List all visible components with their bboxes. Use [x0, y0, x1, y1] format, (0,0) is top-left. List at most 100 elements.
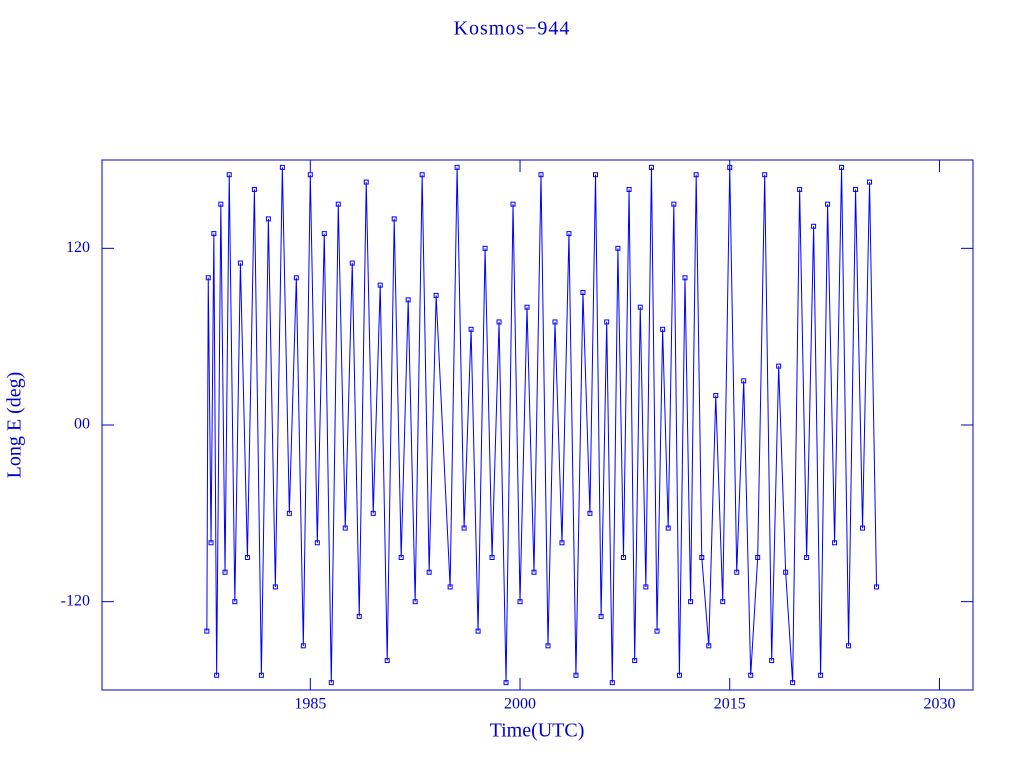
- data-point: [654, 628, 660, 634]
- x-tick-label: 2015: [714, 696, 746, 713]
- data-point: [517, 599, 523, 605]
- y-tick-label: -120: [61, 592, 90, 609]
- data-point: [398, 555, 404, 560]
- data-point: [604, 319, 610, 325]
- data-point: [251, 186, 257, 192]
- data-point: [377, 282, 383, 288]
- data-point: [300, 643, 306, 649]
- x-axis-label: Time(UTC): [490, 720, 585, 742]
- data-point: [762, 172, 768, 178]
- data-point: [524, 304, 530, 310]
- data-point: [776, 363, 782, 369]
- data-point: [832, 540, 838, 546]
- data-point: [626, 186, 632, 192]
- data-point: [531, 569, 537, 575]
- data-point: [214, 672, 220, 678]
- data-point: [538, 172, 544, 178]
- data-point: [412, 599, 418, 605]
- data-point: [545, 643, 551, 649]
- data-point: [204, 628, 210, 634]
- data-point: [676, 672, 682, 678]
- data-point: [643, 584, 649, 590]
- data-point: [566, 231, 572, 237]
- data-point: [265, 216, 271, 222]
- data-point: [593, 172, 599, 178]
- data-point: [475, 628, 481, 634]
- data-point: [321, 231, 327, 237]
- data-point: [426, 569, 432, 575]
- data-point: [587, 510, 593, 516]
- data-point: [496, 319, 502, 325]
- data-point: [734, 569, 740, 575]
- data-line: [206, 167, 878, 683]
- data-point: [510, 201, 516, 207]
- data-point: [693, 172, 699, 178]
- data-point: [405, 297, 411, 303]
- data-point: [706, 643, 712, 649]
- data-point: [279, 164, 285, 170]
- data-point: [688, 599, 694, 605]
- data-point: [218, 201, 224, 207]
- y-tick-label: 00: [74, 416, 90, 433]
- data-point: [419, 172, 425, 178]
- x-tick-label: 2000: [504, 696, 536, 713]
- data-point: [349, 260, 355, 266]
- data-point: [790, 680, 796, 686]
- data-point: [244, 555, 250, 560]
- data-point: [447, 584, 453, 590]
- data-point: [741, 378, 747, 384]
- data-point: [232, 599, 238, 605]
- data-point: [637, 304, 643, 310]
- data-point: [860, 525, 866, 531]
- data-point: [433, 292, 439, 298]
- data-point: [632, 658, 638, 664]
- data-point: [825, 201, 831, 207]
- y-axis-label: Long E (deg): [4, 372, 26, 479]
- y-tick-label: 120: [66, 239, 90, 256]
- data-point: [720, 599, 726, 605]
- data-point: [573, 672, 579, 678]
- data-point: [874, 584, 880, 590]
- data-point: [699, 555, 705, 560]
- data-point: [748, 672, 754, 678]
- data-point: [755, 555, 761, 560]
- data-point: [811, 223, 817, 229]
- data-point: [682, 275, 688, 281]
- data-point: [609, 680, 615, 686]
- data-point: [671, 201, 677, 207]
- data-point: [370, 510, 376, 516]
- data-point: [226, 172, 232, 178]
- data-point: [552, 319, 558, 325]
- data-point: [489, 555, 495, 560]
- data-point: [258, 672, 264, 678]
- data-point: [384, 658, 390, 664]
- data-point: [648, 164, 654, 170]
- data-point: [461, 525, 467, 531]
- data-point: [559, 540, 565, 546]
- x-tick-label: 2030: [923, 696, 955, 713]
- data-point: [804, 555, 810, 560]
- data-point: [818, 672, 824, 678]
- data-point: [503, 680, 509, 686]
- data-point: [713, 393, 719, 399]
- data-point: [205, 275, 211, 281]
- data-point: [615, 245, 621, 251]
- data-point: [314, 540, 320, 546]
- data-point: [839, 164, 845, 170]
- x-tick-label: 1985: [294, 696, 326, 713]
- data-point: [727, 164, 733, 170]
- plot-area: [204, 164, 880, 686]
- data-point: [356, 613, 362, 619]
- data-point: [783, 569, 789, 575]
- data-point: [846, 643, 852, 649]
- data-point: [580, 290, 586, 295]
- data-point: [307, 172, 313, 178]
- data-point: [286, 510, 292, 516]
- data-point: [867, 179, 873, 185]
- data-point: [797, 186, 803, 192]
- data-point: [391, 216, 397, 222]
- data-point: [237, 260, 243, 266]
- data-point: [468, 326, 474, 332]
